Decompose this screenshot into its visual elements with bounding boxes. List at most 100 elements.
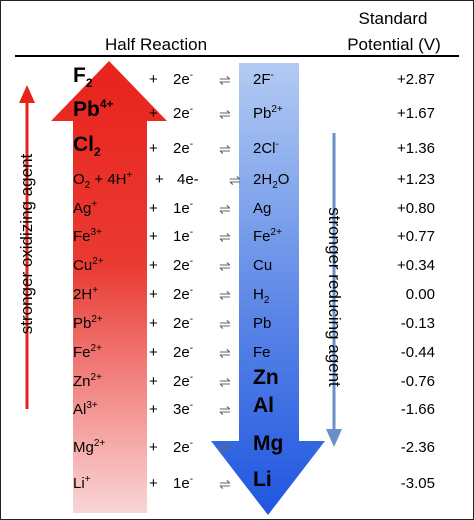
oxidized-species-charge: + — [84, 474, 91, 485]
standard-potential: -0.13 — [400, 315, 435, 332]
standard-potential: +2.87 — [397, 71, 435, 88]
electrons: 1e- — [173, 200, 193, 218]
equilibrium-arrow: ⇌ — [219, 72, 231, 88]
small-red-up-arrow — [19, 85, 35, 409]
plus-sign: + — [149, 286, 158, 303]
header-half-reaction: Half Reaction — [105, 35, 208, 54]
equilibrium-arrow: ⇌ — [219, 440, 231, 456]
reduced-species-subscript: 2 — [272, 180, 278, 191]
standard-potential: -0.44 — [400, 344, 435, 361]
standard-potential: +0.80 — [397, 200, 435, 217]
electron-charge: - — [189, 474, 194, 485]
plus-sign: + — [149, 228, 158, 245]
reduced-species-symbol: 2H — [253, 171, 273, 188]
standard-potential: -0.76 — [400, 373, 435, 390]
reduced-species: 2H2O — [253, 171, 290, 191]
standard-potential: +1.67 — [397, 105, 435, 122]
equilibrium-arrow: ⇌ — [219, 201, 231, 217]
electron-count: 2e — [173, 105, 190, 122]
oxidized-species: 2H+ — [73, 286, 98, 304]
electron-charge: - — [189, 314, 194, 325]
small-blue-down-arrow — [326, 133, 342, 447]
reduced-species: 2Cl- — [253, 140, 279, 158]
electron-count: 2e — [173, 439, 190, 456]
standard-potential: +0.34 — [397, 257, 435, 274]
standard-potential: -2.36 — [400, 439, 435, 456]
reduced-species-symbol: Ag — [253, 200, 272, 217]
electron-charge: - — [189, 227, 194, 238]
electrons: 2e- — [173, 286, 193, 304]
co-reactant-charge: + — [126, 170, 133, 181]
electron-charge: - — [189, 139, 194, 150]
reduced-species-charge: - — [275, 139, 279, 150]
plus-sign: + — [149, 315, 158, 332]
reduced-species-charge: - — [270, 70, 274, 81]
oxidized-species: Zn2+ — [73, 373, 102, 391]
electron-count: 3e — [173, 401, 190, 418]
standard-potential: +0.77 — [397, 228, 435, 245]
electrons: 2e- — [173, 105, 193, 123]
oxidized-species-symbol: O — [73, 171, 85, 188]
electron-count: 2e — [173, 344, 190, 361]
oxidized-species-symbol: Cu — [73, 257, 93, 274]
oxidized-species-charge: 2+ — [93, 438, 106, 449]
electron-charge: - — [189, 256, 194, 267]
oxidized-species: Mg2+ — [73, 439, 105, 457]
oxidized-species: Li+ — [73, 475, 91, 493]
electron-count: 2e — [173, 257, 190, 274]
reduced-species: Fe — [253, 344, 271, 362]
plus-sign: + — [155, 171, 164, 188]
reduced-species: H2 — [253, 286, 270, 306]
oxidized-species: Cl2 — [73, 133, 101, 158]
reduced-species-symbol: Fe — [253, 344, 271, 361]
reduced-species: Li — [253, 469, 272, 490]
electron-count: 2e — [173, 71, 190, 88]
reduced-species-symbol: Fe — [253, 228, 271, 245]
electrons: 2e- — [173, 344, 193, 362]
electron-charge: - — [189, 372, 194, 383]
red-oxidizing-arrow — [51, 61, 167, 513]
electron-charge: - — [189, 438, 194, 449]
reduced-species: Fe2+ — [253, 228, 282, 246]
electron-count: 1e — [173, 475, 190, 492]
oxidized-species: Fe2+ — [73, 344, 102, 362]
oxidized-species-charge: + — [92, 285, 99, 296]
oxidized-species-symbol: Mg — [73, 439, 94, 456]
plus-sign: + — [149, 105, 158, 122]
oxidized-species-charge: 2+ — [91, 314, 103, 325]
oxidized-species-charge: + — [91, 199, 98, 210]
standard-potential: +1.23 — [397, 171, 435, 188]
oxidized-species-charge: 4+ — [99, 97, 114, 111]
equilibrium-arrow: ⇌ — [219, 345, 231, 361]
oxidized-species-symbol: Pb — [73, 98, 100, 121]
electron-count: 1e — [173, 228, 190, 245]
oxidized-species-charge: 2+ — [92, 256, 104, 267]
reduced-species: Al — [253, 395, 274, 416]
reduced-species-tail: O — [277, 171, 290, 188]
oxidized-species-charge: 3+ — [86, 400, 98, 411]
reduced-species: Zn — [253, 366, 279, 389]
electron-count: 2e — [173, 140, 190, 157]
oxidized-species-symbol: F — [73, 64, 86, 87]
oxidized-species: Cu2+ — [73, 257, 104, 275]
equilibrium-arrow: ⇌ — [219, 141, 231, 157]
reduced-species-charge: 2+ — [271, 104, 283, 115]
plus-sign: + — [149, 439, 158, 456]
reduced-species-charge: 2+ — [270, 227, 282, 238]
electron-charge: - — [189, 343, 194, 354]
electron-charge: - — [189, 285, 194, 296]
oxidized-species: F2 — [73, 64, 93, 89]
reduced-species-symbol: Mg — [253, 432, 284, 455]
oxidized-species-charge: 2+ — [90, 343, 102, 354]
plus-sign: + — [149, 140, 158, 157]
reduced-species-symbol: Cu — [253, 257, 273, 274]
oxidized-species-symbol: Fe — [73, 344, 91, 361]
electron-charge: - — [189, 400, 194, 411]
reduced-species: Cu — [253, 257, 272, 275]
oxidized-species-symbol: Cl — [73, 133, 94, 156]
reduced-species-subscript: 2 — [263, 295, 270, 306]
reduced-species-symbol: Zn — [253, 366, 279, 389]
reduced-species-symbol: Pb — [253, 105, 272, 122]
electron-charge: - — [189, 70, 194, 81]
